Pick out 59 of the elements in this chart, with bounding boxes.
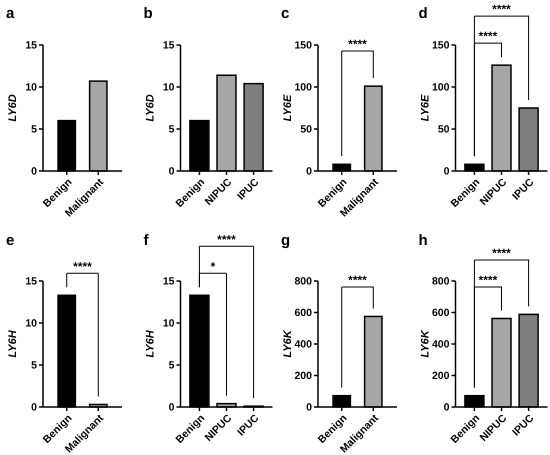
- y-tick-label: 10: [25, 318, 38, 330]
- y-tick-label: 400: [432, 338, 450, 351]
- y-tick-label: 800: [432, 276, 450, 288]
- y-axis-title: LY6K: [420, 329, 432, 358]
- text: ****: [478, 29, 498, 44]
- y-axis-title: LY6E: [420, 94, 432, 122]
- y-tick-label: 150: [432, 40, 450, 52]
- y-tick-label: 0: [444, 166, 450, 178]
- y-tick-label: 100: [294, 82, 312, 94]
- y-tick-label: 5: [31, 124, 38, 136]
- y-tick-label: 0: [168, 166, 175, 178]
- chart-title: b: [144, 5, 153, 22]
- y-tick-label: 0: [306, 402, 312, 414]
- y-tick-label: 0: [31, 402, 38, 414]
- y-tick-label: 150: [294, 40, 312, 52]
- y-tick-label: 600: [432, 307, 450, 320]
- y-axis-title: LY6E: [282, 94, 294, 122]
- annotation: ****: [478, 273, 498, 287]
- y-tick-label: 400: [294, 338, 312, 351]
- y-tick-label: 600: [294, 307, 312, 320]
- y-tick-label: 15: [25, 276, 38, 288]
- y-tick-label: 50: [438, 124, 450, 136]
- y-tick-label: 15: [162, 276, 175, 288]
- text: ****: [492, 246, 512, 260]
- y-tick-label: 10: [162, 318, 175, 330]
- y-axis-title: LY6H: [144, 329, 156, 358]
- y-axis-title: LY6D: [7, 94, 19, 122]
- chart-title: d: [418, 5, 428, 22]
- y-tick-label: 100: [432, 82, 450, 94]
- y-tick-label: 50: [300, 124, 312, 136]
- y-axis-title: LY6H: [7, 329, 19, 358]
- y-tick-label: 15: [162, 40, 175, 52]
- y-tick-label: 10: [162, 82, 175, 94]
- chart-title: g: [281, 232, 290, 249]
- text: ****: [217, 232, 236, 246]
- chart-title: c: [281, 5, 290, 22]
- y-axis-title: LY6D: [144, 94, 156, 122]
- y-tick-label: 200: [432, 370, 450, 382]
- y-tick-label: 0: [31, 166, 38, 178]
- y-axis-title: LY6K: [282, 329, 294, 358]
- y-tick-label: 15: [25, 40, 38, 52]
- y-tick-label: 10: [25, 82, 38, 94]
- annotation: ****: [348, 273, 368, 287]
- y-tick-label: 0: [306, 166, 312, 178]
- y-tick-label: 0: [168, 402, 175, 414]
- y-tick-label: 200: [294, 370, 312, 382]
- text: ****: [73, 259, 92, 274]
- chart-title: e: [6, 232, 14, 249]
- chart-title: h: [418, 232, 428, 249]
- y-tick-label: 5: [168, 124, 175, 136]
- annotation: ****: [348, 37, 368, 51]
- y-tick-label: 800: [294, 276, 312, 288]
- y-tick-label: 5: [168, 360, 175, 372]
- chart-title: f: [144, 232, 150, 249]
- chart-title: a: [6, 5, 15, 22]
- text: ****: [492, 2, 512, 16]
- y-tick-label: 0: [444, 402, 450, 414]
- y-tick-label: 5: [31, 360, 38, 372]
- text: *: [210, 259, 216, 274]
